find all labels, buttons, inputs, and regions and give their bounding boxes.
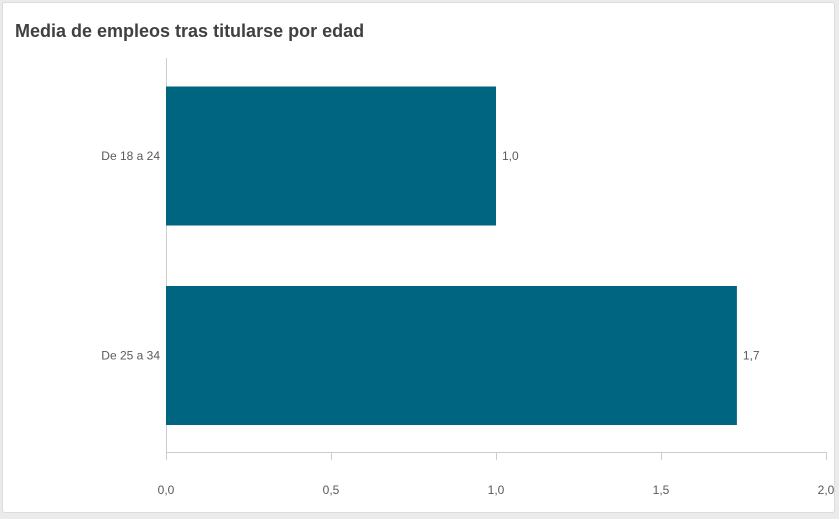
value-label: 1,7 xyxy=(743,349,760,363)
bar xyxy=(166,286,737,425)
x-tick-label: 2,0 xyxy=(818,483,835,497)
x-tick-label: 0,0 xyxy=(158,483,175,497)
value-label: 1,0 xyxy=(502,149,519,163)
chart-title: Media de empleos tras titularse por edad xyxy=(15,21,365,41)
x-tick-label: 1,0 xyxy=(488,483,505,497)
category-label: De 25 a 34 xyxy=(101,349,160,363)
category-label: De 18 a 24 xyxy=(101,149,160,163)
x-tick-label: 0,5 xyxy=(323,483,340,497)
x-tick-label: 1,5 xyxy=(653,483,670,497)
bar xyxy=(166,86,496,226)
